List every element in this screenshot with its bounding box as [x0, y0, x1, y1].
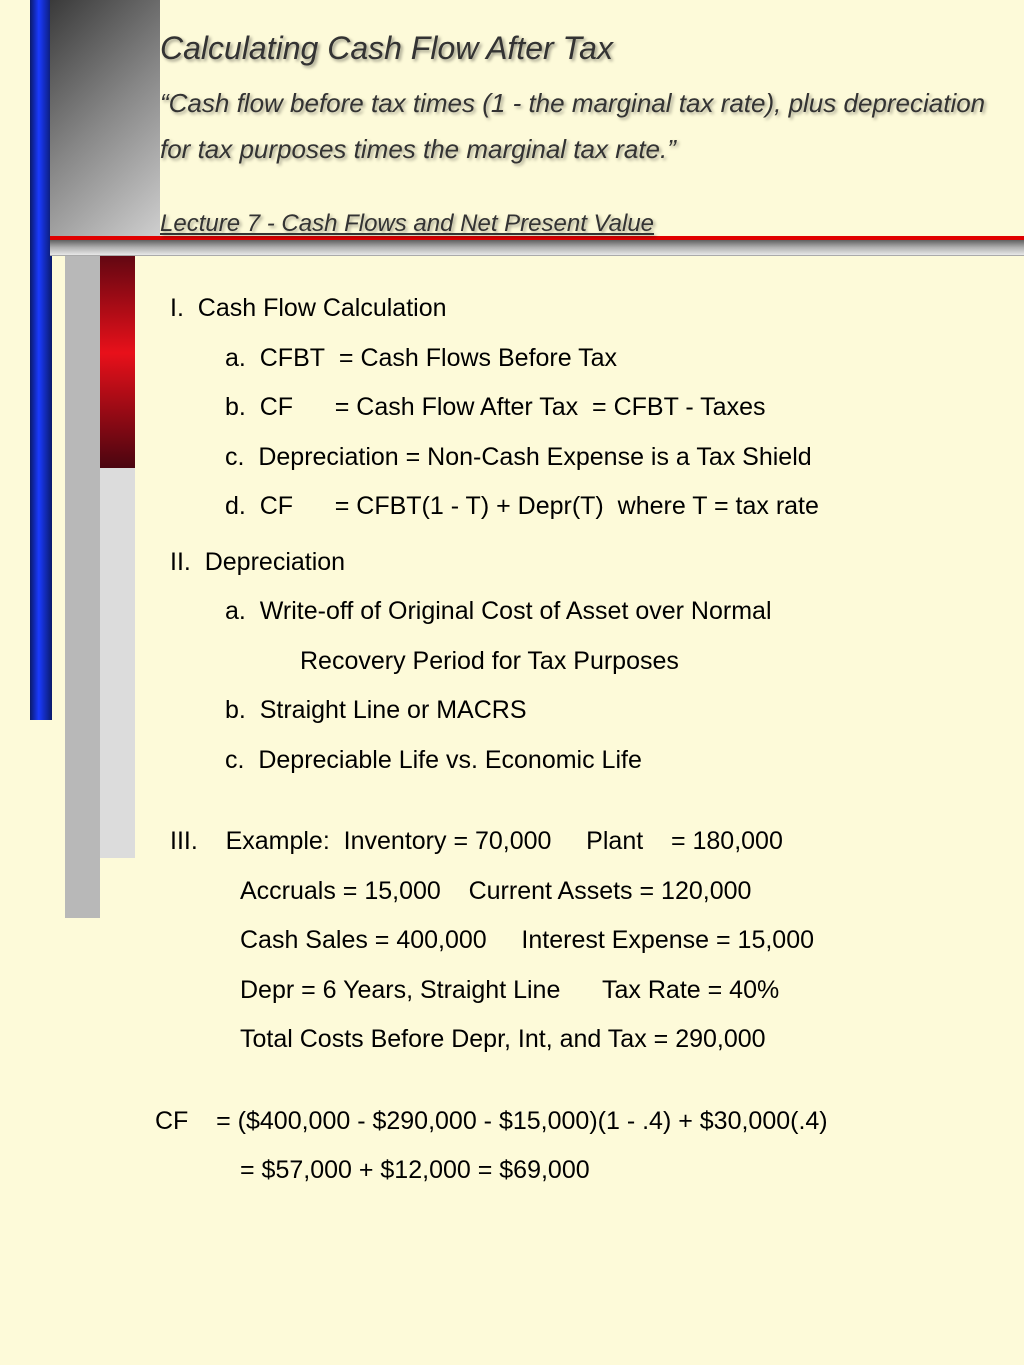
- lecture-label: Lecture 7 - Cash Flows and Net Present V…: [160, 210, 654, 238]
- calc-line-1: CF = ($400,000 - $290,000 - $15,000)(1 -…: [155, 1103, 1004, 1141]
- example-row-3: Depr = 6 Years, Straight Line Tax Rate =…: [170, 972, 1004, 1010]
- calc-line-2: = $57,000 + $12,000 = $69,000: [170, 1152, 1004, 1190]
- section-1-d: d. CF = CFBT(1 - T) + Depr(T) where T = …: [170, 488, 1004, 526]
- slide-title: Calculating Cash Flow After Tax: [160, 30, 994, 67]
- section-2-b: b. Straight Line or MACRS: [170, 692, 1004, 730]
- section-1-b: b. CF = Cash Flow After Tax = CFBT - Tax…: [170, 389, 1004, 427]
- divider-bar: [50, 236, 1024, 256]
- section-2-a-line1: a. Write-off of Original Cost of Asset o…: [170, 593, 1004, 631]
- section-1-c: c. Depreciation = Non-Cash Expense is a …: [170, 439, 1004, 477]
- slide-subtitle: “Cash flow before tax times (1 - the mar…: [160, 81, 994, 172]
- example-row-1: Accruals = 15,000 Current Assets = 120,0…: [170, 873, 1004, 911]
- decor-bar-gray-1: [65, 238, 100, 918]
- section-1-head: I. Cash Flow Calculation: [170, 290, 1004, 328]
- section-2-c: c. Depreciable Life vs. Economic Life: [170, 742, 1004, 780]
- section-1-a: a. CFBT = Cash Flows Before Tax: [170, 340, 1004, 378]
- decor-bar-blue: [30, 0, 52, 720]
- section-2-head: II. Depreciation: [170, 544, 1004, 582]
- section-3-head: III. Example: Inventory = 70,000 Plant =…: [170, 823, 1004, 861]
- section-2-a-line2: Recovery Period for Tax Purposes: [170, 643, 1004, 681]
- decor-bar-red: [100, 238, 135, 468]
- slide-body: I. Cash Flow Calculation a. CFBT = Cash …: [170, 290, 1004, 1190]
- decor-bar-gray-header: [50, 0, 160, 240]
- example-row-2: Cash Sales = 400,000 Interest Expense = …: [170, 922, 1004, 960]
- example-row-4: Total Costs Before Depr, Int, and Tax = …: [170, 1021, 1004, 1059]
